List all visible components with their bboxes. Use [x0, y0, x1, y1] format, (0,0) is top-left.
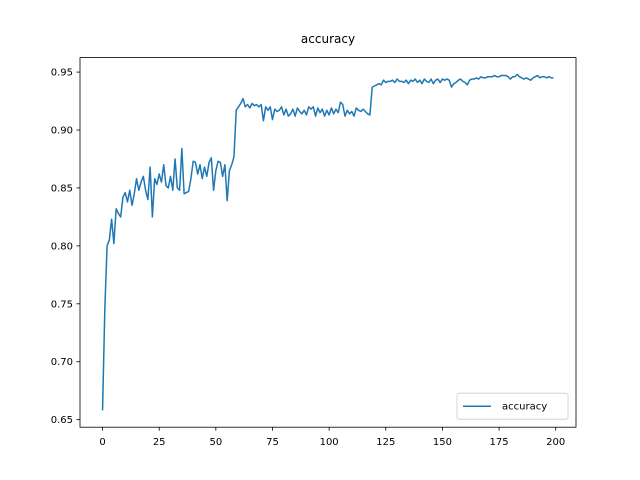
- x-tick-label: 0: [99, 437, 105, 448]
- y-tick-label: 0.90: [51, 126, 73, 137]
- x-tick-label: 25: [153, 437, 166, 448]
- x-tick-label: 150: [433, 437, 452, 448]
- y-tick-label: 0.70: [51, 357, 73, 368]
- x-tick-label: 75: [266, 437, 279, 448]
- y-tick-label: 0.75: [51, 299, 73, 310]
- y-tick-label: 0.95: [51, 68, 73, 79]
- y-tick-label: 0.85: [51, 183, 73, 194]
- y-tick-label: 0.65: [51, 415, 73, 426]
- x-tick-label: 175: [490, 437, 509, 448]
- chart-title: accuracy: [301, 32, 355, 46]
- legend-box: [456, 392, 569, 420]
- y-tick-label: 0.80: [51, 241, 73, 252]
- x-tick-label: 200: [546, 437, 565, 448]
- x-tick-label: 50: [209, 437, 222, 448]
- x-tick-label: 125: [376, 437, 395, 448]
- legend-label: accuracy: [502, 402, 547, 413]
- plot-frame: [79, 57, 577, 428]
- data-line: [101, 73, 554, 411]
- x-tick-label: 100: [320, 437, 339, 448]
